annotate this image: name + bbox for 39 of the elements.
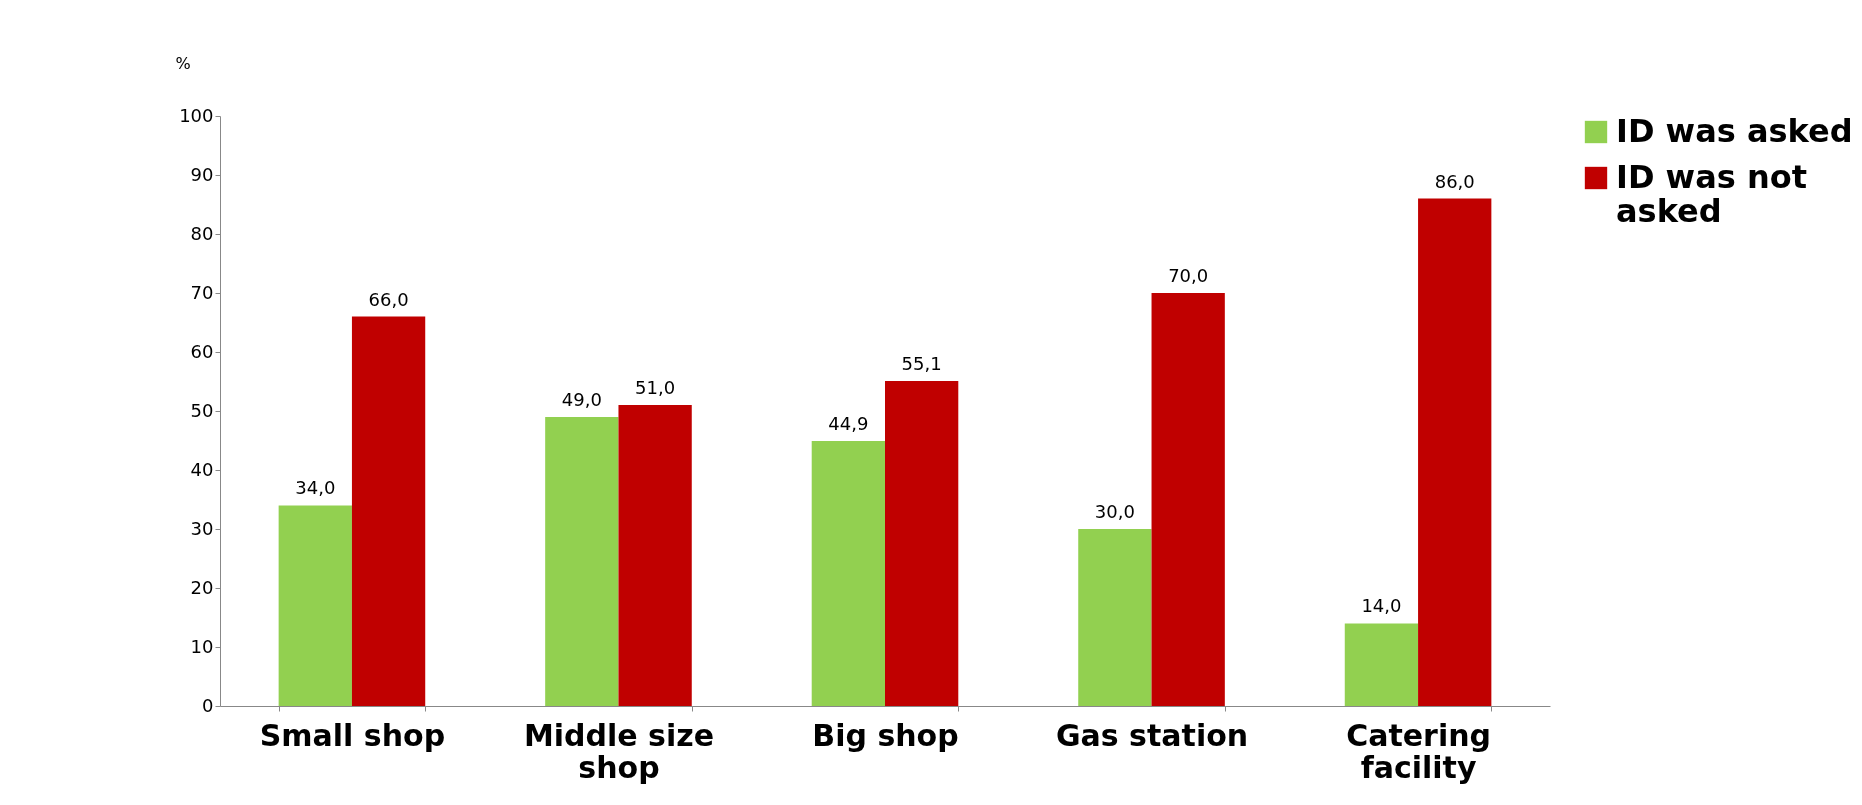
data-label: 44,9 bbox=[828, 413, 869, 435]
legend-label: ID was not asked bbox=[1616, 158, 1808, 230]
y-tick-label: 20 bbox=[190, 576, 214, 598]
data-label: 86,0 bbox=[1434, 170, 1475, 192]
y-tick-label: 60 bbox=[190, 340, 214, 362]
bar bbox=[811, 441, 885, 706]
bar bbox=[885, 380, 959, 706]
data-label: 49,0 bbox=[561, 388, 602, 410]
data-label: 51,0 bbox=[635, 377, 676, 399]
y-tick-label: 70 bbox=[190, 281, 214, 303]
bar bbox=[351, 316, 426, 706]
bar bbox=[618, 405, 692, 706]
x-tick-label: Big shop bbox=[812, 717, 959, 753]
bar bbox=[1418, 198, 1492, 706]
y-tick-label: 30 bbox=[190, 517, 214, 539]
x-tick-label: Middle size shop bbox=[523, 717, 715, 785]
y-tick-label: 90 bbox=[190, 163, 214, 185]
data-label: 14,0 bbox=[1361, 595, 1402, 617]
data-label: 70,0 bbox=[1168, 265, 1209, 286]
data-label: 34,0 bbox=[295, 477, 336, 499]
x-tick-label: Gas station bbox=[1055, 717, 1249, 753]
legend-label: ID was asked bbox=[1616, 112, 1853, 150]
y-tick-label: 80 bbox=[190, 222, 214, 244]
y-tick-label: 50 bbox=[190, 399, 214, 421]
y-tick-label: 100 bbox=[179, 104, 214, 126]
y-tick-label: 40 bbox=[190, 458, 214, 480]
data-label: 66,0 bbox=[368, 288, 409, 310]
y-tick-label: 0 bbox=[202, 694, 214, 716]
data-label: 30,0 bbox=[1094, 501, 1135, 522]
bar bbox=[545, 416, 619, 706]
y-tick-label: 10 bbox=[190, 635, 214, 657]
bar bbox=[278, 505, 352, 706]
x-tick-label: Small shop bbox=[259, 717, 446, 753]
bar bbox=[1344, 623, 1419, 706]
x-tick-label: Catering facility bbox=[1346, 717, 1491, 785]
data-label: 55,1 bbox=[901, 352, 942, 374]
y-axis-title: % bbox=[175, 53, 191, 73]
bar bbox=[1151, 293, 1225, 706]
bar bbox=[1078, 529, 1152, 706]
